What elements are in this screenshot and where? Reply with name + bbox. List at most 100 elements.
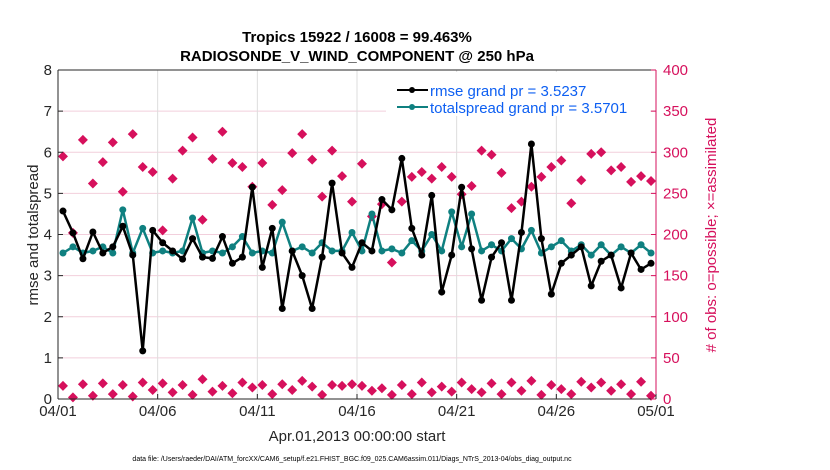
- obs-possible-point: [646, 176, 657, 187]
- data-file-footer: data file: /Users/raeder/DAI/ATM_forcXX/…: [132, 456, 572, 463]
- right-tick-label: 0: [663, 391, 671, 408]
- rmse-point: [129, 251, 137, 259]
- obs-possible-point: [77, 134, 88, 145]
- obs-assimilated-point: [327, 380, 338, 391]
- obs-assimilated-point: [77, 379, 88, 390]
- rmse-series: [59, 140, 655, 355]
- rmse-point: [218, 233, 226, 241]
- totalspread-point: [617, 243, 625, 251]
- obs-possible-point: [317, 191, 328, 202]
- rmse-point: [368, 247, 376, 255]
- rmse-point: [278, 305, 286, 313]
- legend-spread-marker: [409, 104, 415, 110]
- obs-possible-point: [526, 181, 537, 192]
- obs-assimilated-point: [217, 380, 228, 391]
- obs-possible-point: [237, 162, 248, 173]
- obs-possible-point: [307, 154, 318, 165]
- totalspread-point: [139, 224, 147, 232]
- rmse-point: [468, 245, 476, 253]
- obs-possible-point: [187, 132, 198, 143]
- obs-assimilated-point: [187, 389, 198, 400]
- x-axis-label: Apr.01,2013 00:00:00 start: [269, 428, 447, 445]
- obs-possible-point: [386, 257, 397, 268]
- rmse-point: [238, 253, 246, 261]
- obs-assimilated-point: [197, 374, 208, 385]
- obs-assimilated-point: [347, 379, 358, 390]
- left-tick-label: 5: [44, 185, 52, 202]
- obs-assimilated-point: [287, 384, 298, 395]
- obs-possible-point: [416, 166, 427, 177]
- obs-assimilated-point: [406, 389, 417, 400]
- obs-assimilated-point: [207, 386, 218, 397]
- rmse-point: [288, 247, 296, 255]
- obs-possible-point: [127, 129, 138, 140]
- obs-possible-point: [167, 173, 178, 184]
- chart-title-line1: Tropics 15922 / 16008 = 99.463%: [242, 29, 472, 46]
- rmse-point: [228, 259, 236, 267]
- totalspread-point: [248, 249, 256, 257]
- totalspread-point: [179, 247, 187, 255]
- totalspread-point: [587, 251, 595, 259]
- totalspread-point: [428, 231, 436, 238]
- obs-assimilated-point: [257, 380, 268, 391]
- rmse-point: [478, 296, 486, 304]
- totalspread-point: [109, 249, 117, 257]
- legend-rmse-marker: [409, 87, 415, 93]
- rmse-point: [547, 290, 555, 298]
- totalspread-point: [119, 206, 127, 214]
- left-tick-label: 0: [44, 391, 52, 408]
- x-tick-label: 04/01: [39, 403, 77, 420]
- totalspread-point: [478, 247, 486, 255]
- rmse-point: [199, 253, 207, 261]
- legend-spread-label: totalspread grand pr = 3.5701: [430, 100, 627, 117]
- obs-possible-point: [277, 185, 288, 196]
- obs-assimilated-point: [456, 377, 467, 388]
- y-axis-label-right: # of obs: o=possible; ×=assimilated: [703, 118, 720, 353]
- rmse-point: [318, 253, 326, 261]
- rmse-point: [328, 179, 336, 187]
- obs-possible-point: [396, 196, 407, 207]
- right-tick-label: 100: [663, 309, 688, 326]
- obs-assimilated-point: [157, 378, 168, 389]
- rmse-point: [308, 305, 316, 313]
- obs-possible-point: [207, 153, 218, 164]
- obs-possible-point: [356, 158, 367, 169]
- obs-possible-point: [446, 171, 457, 182]
- obs-assimilated-point: [277, 379, 288, 390]
- left-axis-ticks: 0 1 2 3 4 5 6 7 8: [44, 62, 63, 408]
- obs-assimilated-point: [307, 381, 318, 392]
- totalspread-point: [189, 214, 197, 222]
- obs-possible-point: [426, 173, 437, 184]
- rmse-point: [338, 249, 346, 257]
- left-tick-label: 3: [44, 268, 52, 285]
- x-tick-label: 04/16: [338, 403, 376, 420]
- rmse-point: [428, 191, 436, 199]
- obs-possible-point: [616, 162, 627, 173]
- rmse-point: [358, 239, 366, 247]
- rmse-point: [507, 296, 515, 304]
- obs-assimilated-point: [626, 389, 637, 400]
- rmse-point: [458, 183, 466, 191]
- rmse-point: [59, 207, 67, 215]
- rmse-point: [89, 228, 97, 236]
- rmse-point: [378, 196, 386, 204]
- rmse-point: [577, 243, 585, 251]
- obs-possible-point: [476, 145, 487, 156]
- rmse-point: [537, 235, 545, 243]
- rmse-point: [109, 243, 117, 251]
- rmse-point: [159, 239, 167, 247]
- rmse-point: [268, 224, 276, 232]
- x-axis-ticks: 04/01 04/06 04/11 04/16 04/21 04/26 05/01: [39, 394, 675, 420]
- obs-assimilated-point: [636, 376, 647, 387]
- obs-possible-point: [636, 171, 647, 182]
- obs-assimilated-point: [97, 378, 108, 389]
- left-tick-label: 7: [44, 103, 52, 120]
- totalspread-point: [388, 245, 396, 253]
- obs-assimilated-point: [247, 382, 258, 393]
- right-tick-label: 150: [663, 268, 688, 285]
- obs-assimilated-point: [366, 385, 377, 396]
- totalspread-point: [398, 249, 406, 257]
- rmse-point: [498, 239, 506, 247]
- rmse-point: [179, 255, 187, 263]
